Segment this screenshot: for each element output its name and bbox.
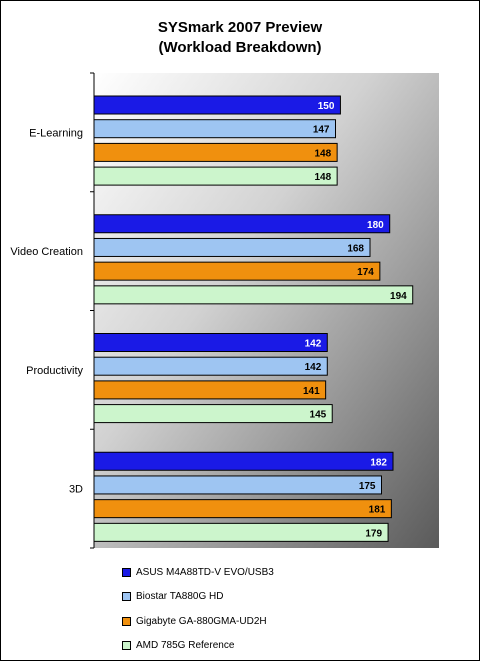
category-label: 3D (69, 484, 83, 496)
data-label: 182 (370, 457, 387, 468)
legend-swatch (122, 616, 131, 626)
data-label: 175 (359, 481, 376, 492)
bar (93, 237, 371, 257)
category-label: Productivity (26, 365, 83, 377)
legend-item: ASUS M4A88TD-V EVO/USB3 (122, 560, 274, 585)
data-label: 174 (357, 267, 374, 278)
category-label: E-Learning (29, 127, 83, 139)
bar (93, 166, 338, 186)
bar (93, 142, 338, 162)
legend-item: AMD 785G Reference (122, 634, 274, 659)
legend-swatch (122, 641, 131, 651)
bar (93, 522, 389, 542)
data-label: 142 (305, 362, 322, 373)
legend-label: Gigabyte GA-880GMA-UD2H (136, 615, 267, 627)
bar (93, 404, 333, 424)
bar (93, 119, 336, 139)
data-label: 179 (365, 528, 382, 539)
legend-label: ASUS M4A88TD-V EVO/USB3 (136, 566, 274, 578)
bar (93, 499, 392, 519)
legend-label: Biostar TA880G HD (136, 591, 224, 603)
category-label: Video Creation (10, 246, 83, 258)
data-label: 145 (310, 410, 327, 421)
bar (93, 475, 382, 495)
chart-title-block: SYSmark 2007 Preview (Workload Breakdown… (0, 18, 480, 58)
data-label: 141 (303, 386, 320, 397)
data-label: 142 (305, 339, 322, 350)
legend-item: Gigabyte GA-880GMA-UD2H (122, 609, 274, 634)
data-label: 168 (347, 243, 364, 254)
data-label: 148 (314, 148, 331, 159)
data-label: 147 (313, 125, 330, 136)
data-label: 194 (390, 291, 407, 302)
chart-subtitle: (Workload Breakdown) (158, 39, 322, 56)
bar (93, 261, 381, 281)
data-label: 148 (314, 172, 331, 183)
bar (93, 333, 328, 352)
bar (93, 285, 414, 305)
chart-title: SYSmark 2007 Preview (157, 19, 323, 36)
data-label: 181 (369, 505, 386, 516)
legend-swatch (122, 592, 131, 602)
bar (93, 451, 394, 471)
legend-label: AMD 785G Reference (136, 640, 235, 652)
bar (93, 214, 391, 234)
data-label: 150 (318, 101, 335, 112)
legend: ASUS M4A88TD-V EVO/USB3 Biostar TA880G HD… (122, 560, 274, 658)
legend-item: Biostar TA880G HD (122, 585, 274, 610)
bar (93, 380, 327, 400)
bar (93, 356, 328, 376)
legend-swatch (122, 567, 131, 577)
data-label: 180 (367, 220, 384, 231)
bar (93, 95, 341, 115)
